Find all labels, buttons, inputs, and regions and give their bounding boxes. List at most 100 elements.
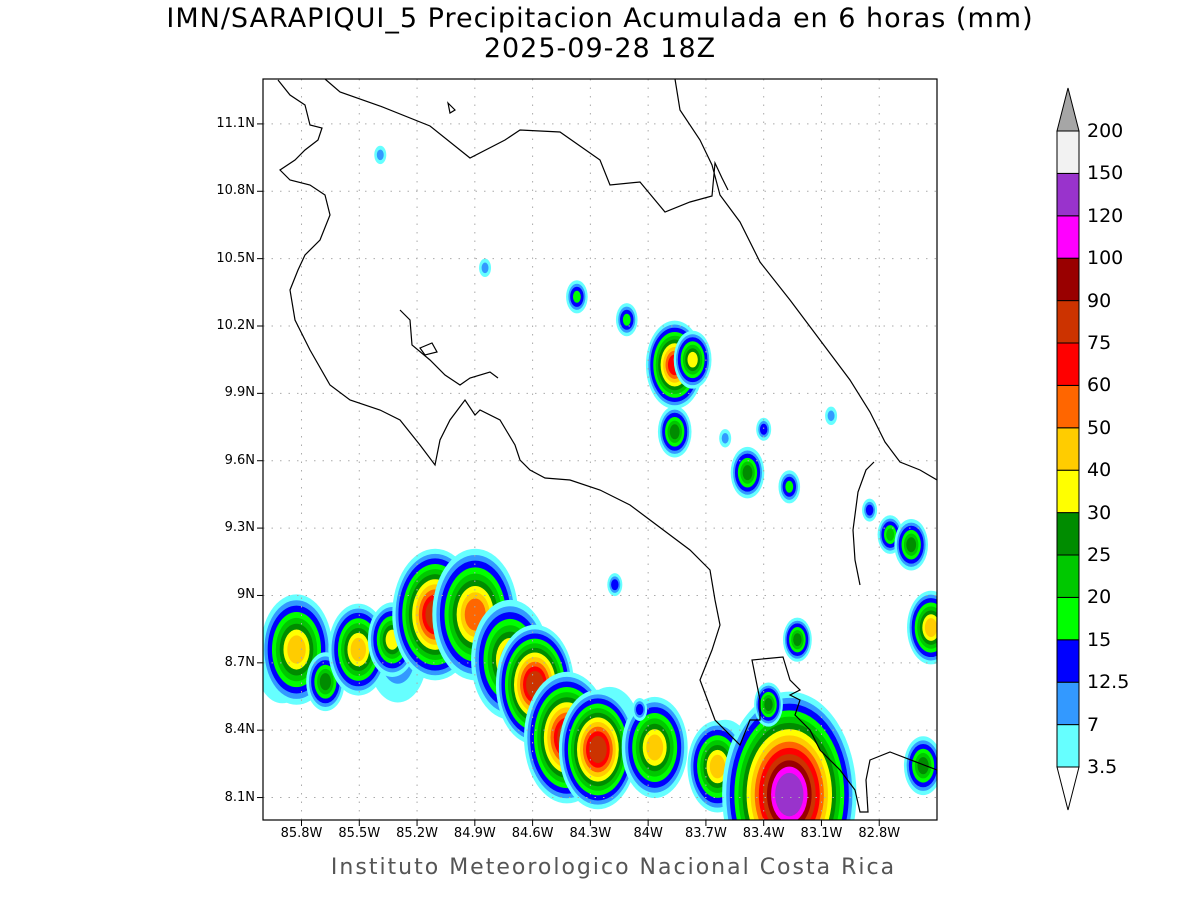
lon-tick-label: 85.5W xyxy=(338,826,381,841)
contour-level-25 xyxy=(742,465,753,481)
precipitation-field xyxy=(263,145,937,820)
lat-tick-label: 8.7N xyxy=(224,654,255,670)
precip-cell xyxy=(907,590,937,665)
contour-level-25 xyxy=(764,698,773,712)
contour-level-120 xyxy=(775,772,804,817)
precip-cell xyxy=(621,696,688,799)
precip-cell xyxy=(607,573,623,597)
precip-cell xyxy=(615,303,638,337)
coastlines xyxy=(277,79,937,813)
colorbar xyxy=(1056,87,1080,811)
caribbean-coastline xyxy=(674,79,937,481)
colorbar-label: 15 xyxy=(1087,628,1112,651)
contour-level-20 xyxy=(886,528,895,541)
colorbar-segment xyxy=(1056,554,1080,598)
contour-level-40 xyxy=(709,754,726,779)
axis-ticks xyxy=(257,123,880,826)
precip-cell xyxy=(374,145,387,165)
colorbar-label: 150 xyxy=(1087,162,1124,185)
contour-level-30 xyxy=(687,351,698,368)
contour-level-40 xyxy=(350,637,367,662)
colorbar-segment xyxy=(1056,300,1080,344)
precip-cell xyxy=(782,617,812,662)
colorbar-label: 90 xyxy=(1087,289,1112,312)
colorbar-label: 200 xyxy=(1087,120,1124,142)
lat-tick-label: 8.1N xyxy=(224,789,255,805)
precip-cell xyxy=(754,682,783,727)
contour-level-12.5 xyxy=(611,579,619,591)
precip-cell xyxy=(479,258,492,278)
map-frame xyxy=(262,78,938,821)
precip-cell xyxy=(903,736,937,796)
lon-tick-label: 83.4W xyxy=(742,826,785,841)
lon-tick-label: 83.7W xyxy=(685,826,727,841)
precip-cell xyxy=(566,280,588,314)
lat-tick-label: 9N xyxy=(237,587,255,603)
contour-level-75 xyxy=(589,735,607,764)
lon-tick-label: 85.2W xyxy=(396,826,438,841)
colorbar-segment xyxy=(1056,427,1080,471)
colorbar-label: 7 xyxy=(1087,713,1100,736)
nicoya-gulf xyxy=(399,309,499,386)
contour-level-12.5 xyxy=(865,504,874,516)
colorbar-segment xyxy=(1056,342,1080,386)
contour-level-15 xyxy=(622,313,631,326)
colorbar-segment xyxy=(1056,384,1080,429)
colorbar-label: 75 xyxy=(1087,332,1112,354)
contour-level-25 xyxy=(917,757,929,775)
colorbar-segment xyxy=(1056,681,1080,726)
colorbar-segment xyxy=(1056,257,1080,302)
island xyxy=(419,342,438,356)
contour-level-25 xyxy=(319,673,331,691)
lat-tick-label: 10.2N xyxy=(216,318,255,333)
colorbar-segment xyxy=(1056,724,1080,768)
contour-level-40 xyxy=(924,618,937,637)
colorbar-label: 40 xyxy=(1087,459,1112,482)
contour-level-25 xyxy=(793,633,802,647)
lon-tick-label: 83.1W xyxy=(800,826,843,841)
colorbar-label: 120 xyxy=(1087,204,1124,227)
graticule xyxy=(263,79,937,820)
footer-credit: Instituto Meteorologico Nacional Costa R… xyxy=(330,855,897,880)
lat-tick-label: 10.5N xyxy=(216,250,255,266)
contour-level-15 xyxy=(572,290,581,303)
map-valid-time: 2025-09-28 18Z xyxy=(483,33,717,64)
contour-level-25 xyxy=(669,424,680,440)
contour-level-7 xyxy=(721,432,729,444)
contour-level-15 xyxy=(785,480,794,493)
colorbar-label: 100 xyxy=(1087,247,1124,270)
lat-tick-label: 9.3N xyxy=(224,520,255,536)
colorbar-under-triangle xyxy=(1056,766,1080,811)
contour-level-7 xyxy=(376,149,384,161)
colorbar-label: 60 xyxy=(1087,374,1112,397)
lon-tick-label: 84.6W xyxy=(511,826,554,841)
lat-tick-label: 9.6N xyxy=(224,452,255,468)
colorbar-label: 20 xyxy=(1087,586,1112,609)
island-north xyxy=(447,101,456,114)
colorbar-segment xyxy=(1056,596,1080,641)
precip-cell xyxy=(673,330,712,389)
contour-level-7 xyxy=(481,262,489,274)
lon-tick-label: 84W xyxy=(633,826,663,841)
pacific-coastline xyxy=(277,79,937,813)
colorbar-segment xyxy=(1056,130,1080,174)
colorbar-label: 3.5 xyxy=(1087,756,1118,778)
lon-tick-label: 82.8W xyxy=(858,826,901,841)
contour-level-25 xyxy=(906,537,917,553)
precip-cell xyxy=(825,406,838,426)
colorbar-label: 50 xyxy=(1087,416,1112,439)
contour-level-40 xyxy=(646,734,664,761)
precip-cell xyxy=(756,417,772,441)
lat-tick-label: 8.4N xyxy=(224,722,255,738)
precip-cell xyxy=(719,429,732,448)
colorbar-segment xyxy=(1056,469,1080,514)
lon-tick-label: 85.8W xyxy=(280,826,323,841)
precip-cell xyxy=(657,406,692,458)
contour-level-12.5 xyxy=(635,704,644,716)
map-title: IMN/SARAPIQUI_5 Precipitacion Acumulada … xyxy=(166,3,1034,34)
lat-tick-label: 10.8N xyxy=(216,183,255,199)
colorbar-label: 25 xyxy=(1087,544,1112,566)
colorbar-label: 12.5 xyxy=(1087,671,1130,694)
nicaragua-border xyxy=(324,79,729,213)
